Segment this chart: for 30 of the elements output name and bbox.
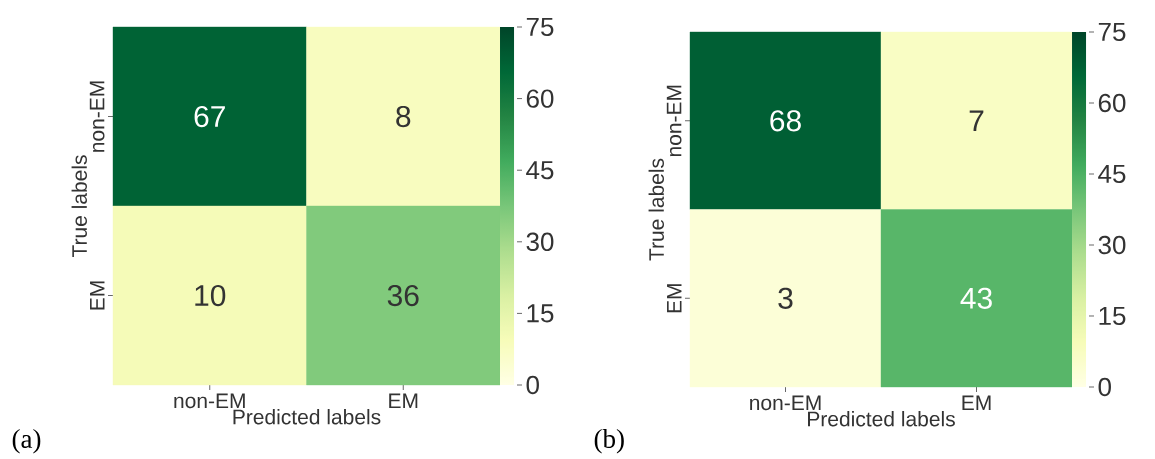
- text: (b): [594, 429, 624, 454]
- x-tick-label: non-EM: [174, 393, 245, 409]
- data-label: 68: [770, 110, 801, 132]
- y-axis-title: True labels: [71, 155, 87, 258]
- color-bar-label: 75: [526, 17, 554, 37]
- color-bar-label: 60: [526, 89, 554, 108]
- color-bar-label: 0: [1098, 377, 1111, 397]
- color-bar-label: 30: [526, 232, 554, 251]
- x-tick-label: EM: [389, 393, 418, 408]
- data-label: 8: [396, 105, 411, 128]
- data-label: 36: [387, 284, 419, 307]
- x-tick-label: non-EM: [750, 395, 821, 411]
- color-bar-label: 15: [1099, 306, 1126, 326]
- color-bar-label: 45: [526, 161, 554, 180]
- data-label: 7: [969, 110, 984, 132]
- text: (a): [12, 429, 41, 454]
- color-bar-label: 45: [1098, 164, 1126, 184]
- x-tick-label: EM: [962, 395, 991, 410]
- data-label: 67: [194, 105, 225, 128]
- color-bar-label: 15: [527, 304, 554, 323]
- x-axis-title: Predicted labels: [808, 411, 955, 427]
- color-bar-label: 60: [1098, 93, 1126, 113]
- color-bar-label: 30: [1098, 235, 1126, 255]
- data-label: 43: [960, 287, 992, 309]
- y-axis-title: True labels: [648, 158, 664, 261]
- x-axis-title: Predicted labels: [233, 409, 381, 425]
- color-bar-label: 75: [1098, 22, 1126, 42]
- data-label: 3: [778, 287, 793, 309]
- data-label: 10: [195, 284, 226, 307]
- color-bar-label: 0: [526, 375, 539, 395]
